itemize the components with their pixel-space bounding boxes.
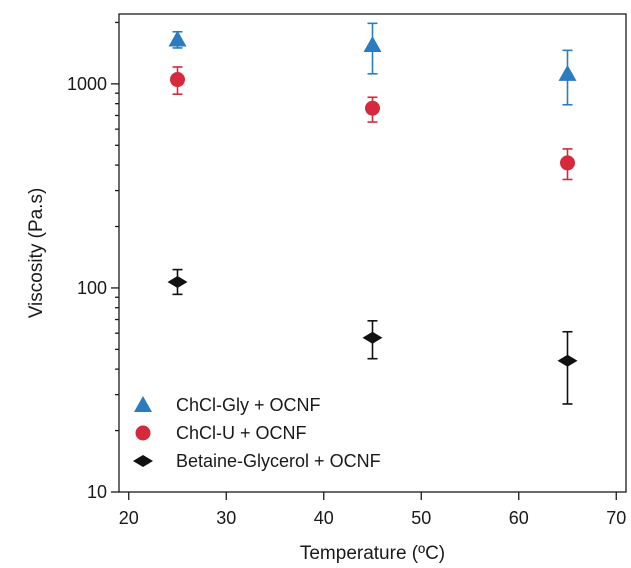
data-point xyxy=(363,36,382,53)
y-tick-label: 100 xyxy=(77,278,107,298)
y-axis-label: Viscosity (Pa.s) xyxy=(26,188,47,319)
y-tick-label: 1000 xyxy=(67,74,107,94)
x-tick-label: 30 xyxy=(216,508,236,528)
plot-area xyxy=(118,13,627,493)
data-marks xyxy=(167,22,578,405)
x-tick-label: 70 xyxy=(606,508,626,528)
data-point xyxy=(560,155,575,171)
legend-label: ChCl-U + OCNF xyxy=(176,423,307,443)
plot-frame xyxy=(118,13,627,493)
legend-label: Betaine-Glycerol + OCNF xyxy=(176,451,381,471)
x-tick-label: 20 xyxy=(119,508,139,528)
data-point xyxy=(365,100,380,116)
legend-item: ChCl-U + OCNF xyxy=(135,423,307,443)
data-point xyxy=(362,331,383,344)
legend-marker xyxy=(135,425,151,441)
x-tick-label: 40 xyxy=(314,508,334,528)
legend-item: ChCl-Gly + OCNF xyxy=(134,395,321,415)
legend: ChCl-Gly + OCNF ChCl-U + OCNF Betaine-Glyc… xyxy=(133,395,381,471)
legend-marker xyxy=(133,455,153,467)
data-point xyxy=(557,354,578,367)
y-tick-label: 10 xyxy=(87,482,107,502)
x-tick-label: 50 xyxy=(411,508,431,528)
series-circle xyxy=(170,66,575,181)
series-diamond xyxy=(167,268,578,405)
legend-label: ChCl-Gly + OCNF xyxy=(176,395,321,415)
legend-item: Betaine-Glycerol + OCNF xyxy=(133,451,381,471)
data-point xyxy=(170,72,185,88)
x-axis-ticks: 20 30 40 50 60 70 xyxy=(119,492,626,528)
legend-marker xyxy=(134,396,152,412)
series-triangle xyxy=(168,22,577,106)
x-axis-label: Temperature (ºC) xyxy=(300,543,445,564)
data-point xyxy=(167,275,188,288)
data-point xyxy=(558,64,577,81)
data-point xyxy=(168,30,187,47)
y-axis-ticks: 10 100 1000 xyxy=(67,21,119,502)
x-tick-label: 60 xyxy=(509,508,529,528)
